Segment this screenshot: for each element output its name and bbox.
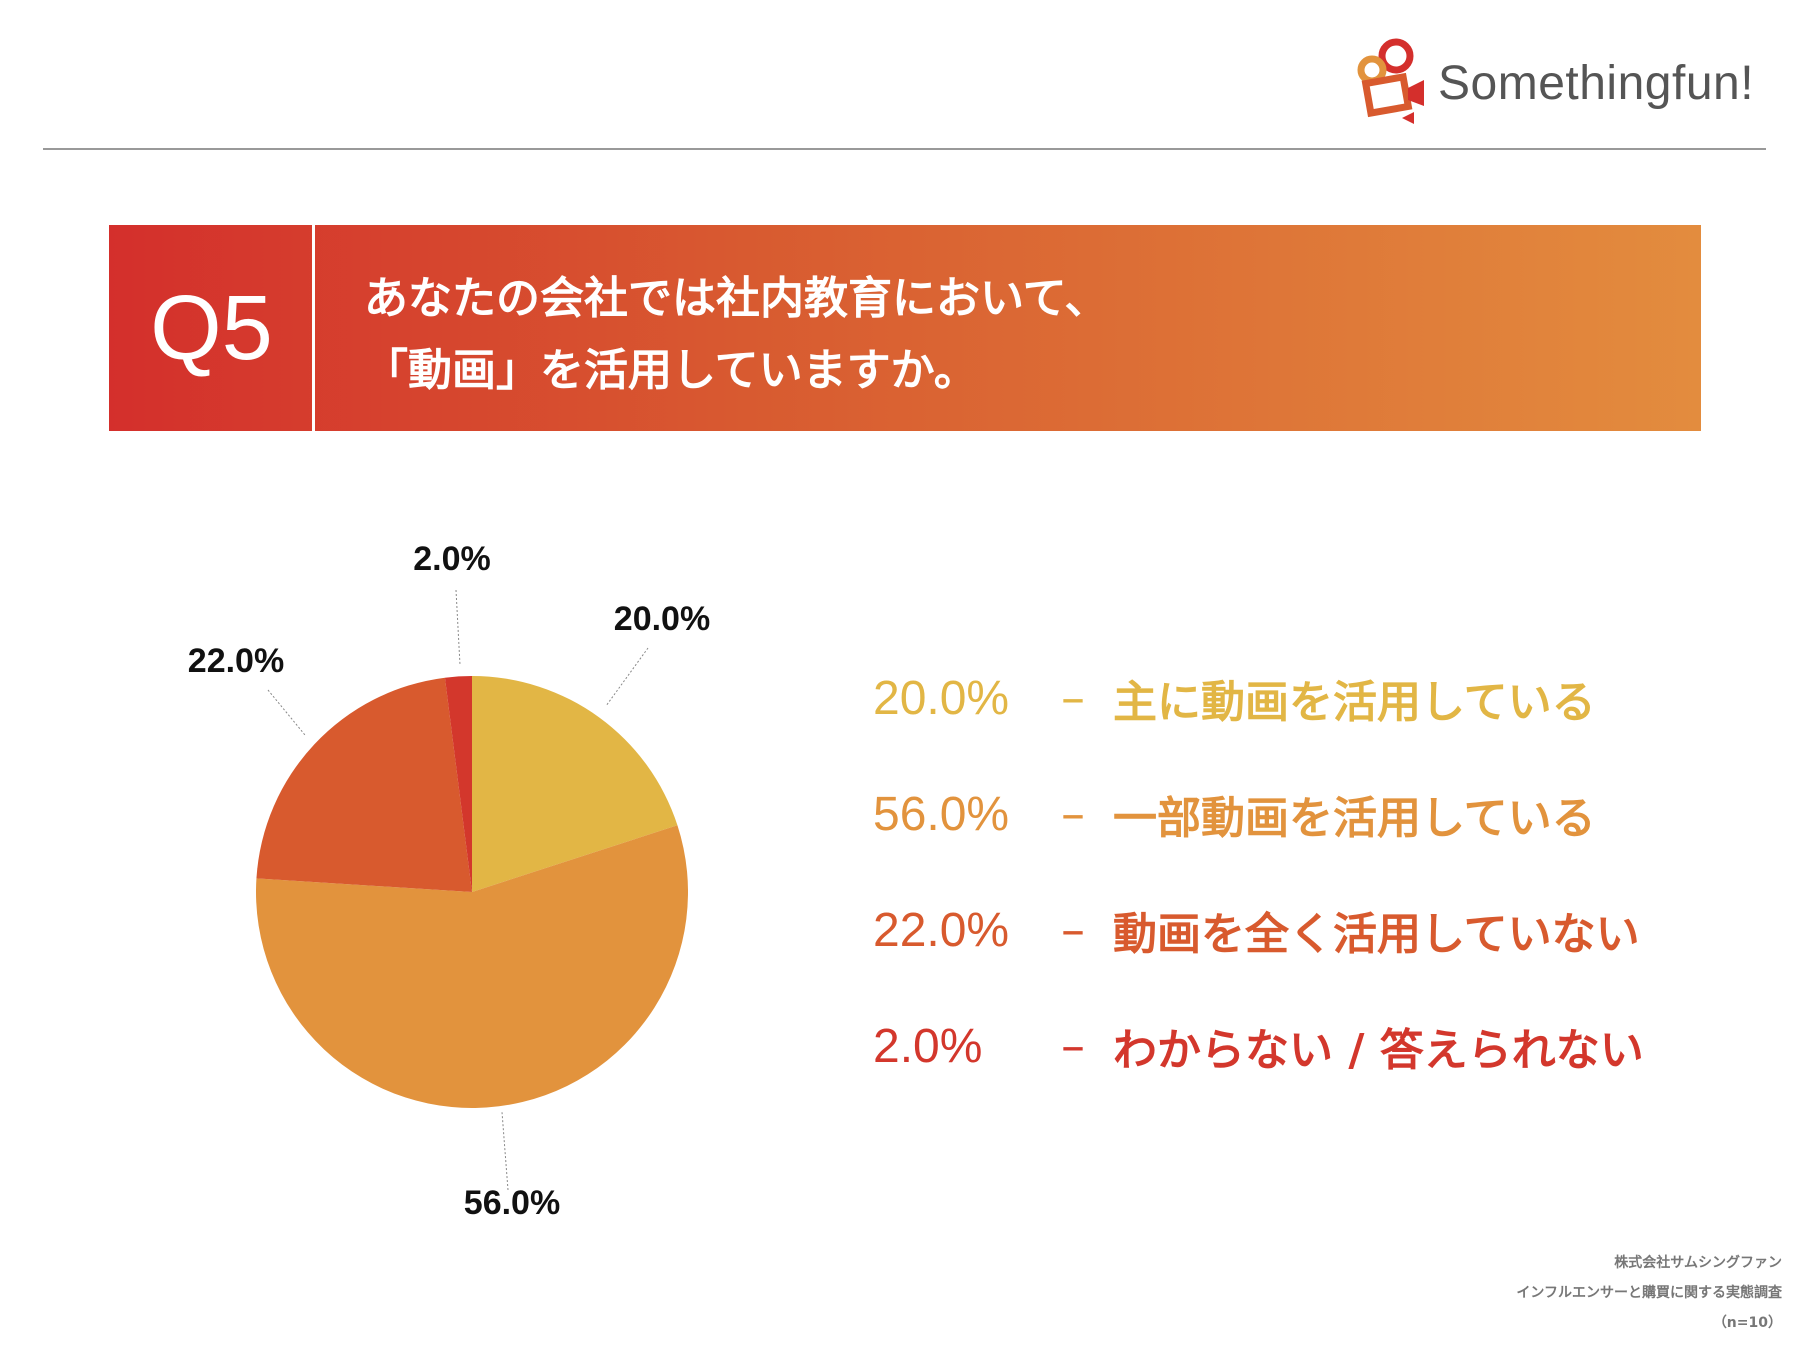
footer-company: 株式会社サムシングファン: [1614, 1255, 1782, 1271]
pie-slice: [444, 676, 472, 892]
legend-percent: 2.0%: [873, 1019, 983, 1073]
legend-label: わからない / 答えられない: [1113, 1025, 1644, 1076]
pie-slice: [472, 676, 678, 892]
legend-item: 56.0% – 一部動画を活用している: [873, 756, 1644, 872]
leader-line: [605, 647, 649, 707]
question-text: あなたの会社では社内教育において、 「動画」を活用していますか。: [364, 263, 1108, 407]
leader-line: [455, 589, 461, 666]
question-banner: Q5 あなたの会社では社内教育において、 「動画」を活用していますか。: [109, 225, 1701, 431]
film-camera-icon: [1357, 38, 1424, 124]
legend-percent: 22.0%: [873, 903, 1010, 957]
legend-label: 動画を全く活用していない: [1113, 909, 1640, 960]
footer-sample: （n=10）: [1712, 1315, 1782, 1331]
legend-item: 22.0% – 動画を全く活用していない: [873, 872, 1644, 988]
company-logo: Somethingfun!: [1350, 36, 1754, 126]
logo-text: Somethingfun!: [1438, 57, 1755, 110]
legend-label: 主に動画を活用している: [1113, 677, 1596, 728]
data-label: 2.0%: [413, 540, 491, 578]
data-label: 20.0%: [614, 600, 710, 638]
legend-item: 2.0% – わからない / 答えられない: [873, 988, 1644, 1104]
question-line-1: あなたの会社では社内教育において、: [364, 273, 1109, 324]
legend-dash: –: [1061, 1018, 1085, 1074]
legend-dash: –: [1061, 786, 1085, 842]
data-label: 22.0%: [188, 642, 284, 680]
leader-line: [501, 1111, 509, 1191]
pie-slice: [256, 825, 688, 1108]
legend-percent: 56.0%: [873, 787, 1010, 841]
legend-percent: 20.0%: [873, 671, 1010, 725]
legend: 20.0% – 主に動画を活用している 56.0% – 一部動画を活用している …: [873, 640, 1644, 1104]
pie-chart: 20.0% 56.0% 22.0% 2.0%: [188, 540, 710, 1222]
header-divider: [43, 148, 1766, 150]
footer-survey: インフルエンサーと購買に関する実態調査: [1516, 1285, 1782, 1301]
legend-item: 20.0% – 主に動画を活用している: [873, 640, 1644, 756]
pie-slice: [256, 677, 472, 892]
question-number: Q5: [150, 276, 273, 379]
legend-label: 一部動画を活用している: [1113, 793, 1596, 844]
banner-divider: [312, 225, 315, 431]
leader-line: [267, 689, 306, 736]
legend-dash: –: [1061, 670, 1085, 726]
footer-note: 株式会社サムシングファン インフルエンサーと購買に関する実態調査 （n=10）: [1516, 1248, 1782, 1338]
data-label: 56.0%: [464, 1184, 560, 1222]
legend-dash: –: [1061, 902, 1085, 958]
question-line-2: 「動画」を活用していますか。: [364, 345, 978, 396]
